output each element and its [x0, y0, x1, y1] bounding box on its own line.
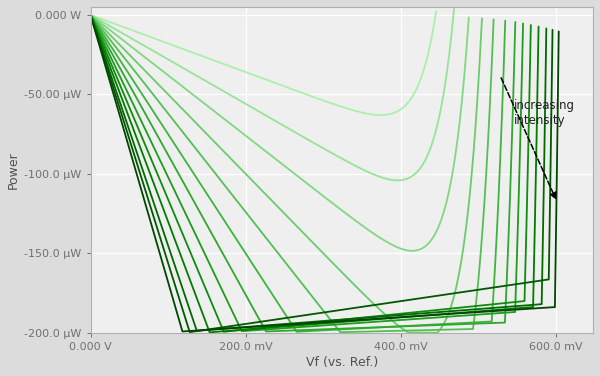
Text: increasing
intensity: increasing intensity: [514, 100, 575, 127]
X-axis label: Vf (vs. Ref.): Vf (vs. Ref.): [305, 356, 378, 369]
Y-axis label: Power: Power: [7, 151, 20, 189]
